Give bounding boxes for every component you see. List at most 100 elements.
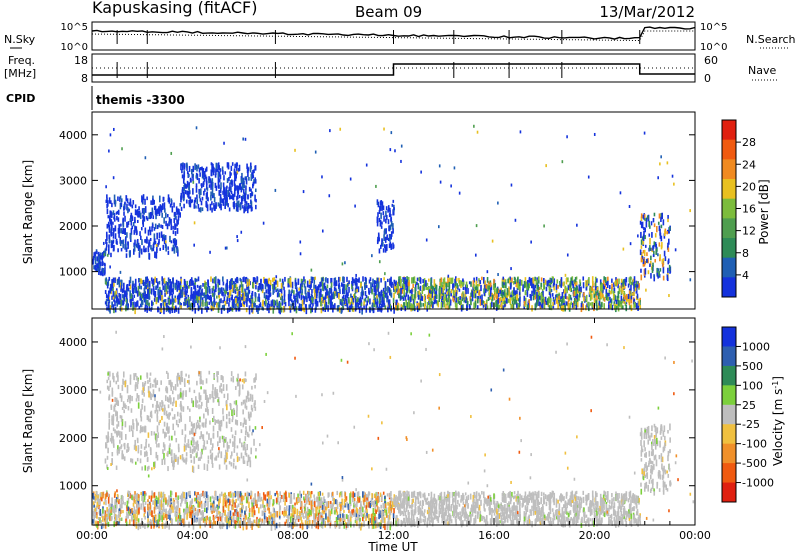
heatmap-cell bbox=[132, 301, 134, 306]
heatmap-cell bbox=[105, 442, 107, 449]
heatmap-cell bbox=[213, 203, 215, 210]
heatmap-cell bbox=[174, 384, 177, 391]
heatmap-cell bbox=[389, 210, 391, 217]
heatmap-cell bbox=[209, 178, 212, 183]
heatmap-cell-sparse bbox=[566, 253, 569, 257]
heatmap-cell bbox=[433, 291, 436, 295]
heatmap-cell bbox=[115, 410, 117, 417]
heatmap-cell bbox=[155, 506, 157, 510]
heatmap-cell bbox=[216, 376, 219, 383]
heatmap-cell bbox=[172, 277, 174, 285]
heatmap-cell bbox=[143, 296, 146, 303]
heatmap-cell bbox=[211, 292, 214, 297]
heatmap-cell bbox=[421, 296, 424, 302]
heatmap-cell bbox=[223, 441, 225, 448]
heatmap-cell bbox=[570, 301, 572, 305]
heatmap-cell bbox=[120, 279, 122, 283]
heatmap-cell bbox=[481, 294, 483, 301]
heatmap-cell bbox=[224, 439, 226, 443]
heatmap-cell bbox=[113, 375, 115, 383]
heatmap-cell bbox=[316, 300, 319, 307]
heatmap-cell bbox=[341, 517, 344, 521]
heatmap-cell bbox=[136, 241, 139, 249]
heatmap-cell bbox=[284, 276, 286, 282]
heatmap-cell-sparse bbox=[384, 272, 386, 276]
heatmap-cell bbox=[327, 520, 329, 526]
heatmap-cell-sparse bbox=[320, 289, 322, 293]
heatmap-cell-sparse bbox=[497, 201, 499, 205]
heatmap-cell bbox=[148, 443, 150, 448]
heatmap-cell bbox=[126, 492, 129, 498]
heatmap-cell bbox=[611, 304, 614, 311]
heatmap-cell bbox=[401, 295, 404, 299]
heatmap-cell bbox=[503, 278, 505, 283]
heatmap-cell bbox=[390, 276, 392, 283]
heatmap-cell bbox=[139, 410, 142, 418]
heatmap-cell bbox=[215, 456, 217, 461]
heatmap-cell bbox=[230, 195, 233, 200]
heatmap-cell bbox=[210, 162, 213, 166]
heatmap-cell bbox=[132, 430, 134, 438]
heatmap-cell bbox=[639, 300, 641, 306]
heatmap-cell bbox=[400, 282, 402, 288]
heatmap-cell bbox=[295, 306, 298, 314]
heatmap-cell bbox=[311, 289, 313, 294]
heatmap-cell bbox=[199, 300, 202, 307]
heatmap-cell bbox=[454, 286, 457, 293]
heatmap-cell bbox=[458, 277, 460, 284]
heatmap-cell bbox=[498, 304, 500, 310]
heatmap-cell bbox=[218, 300, 221, 308]
heatmap-cell bbox=[362, 276, 364, 282]
heatmap-cell bbox=[493, 288, 496, 293]
heatmap-cell bbox=[120, 279, 123, 287]
heatmap-cell bbox=[389, 207, 391, 212]
heatmap-cell bbox=[101, 267, 104, 272]
heatmap-cell bbox=[238, 384, 241, 389]
heatmap-cell bbox=[140, 227, 143, 231]
heatmap-cell bbox=[121, 419, 124, 426]
heatmap-cell bbox=[641, 236, 644, 240]
heatmap-cell bbox=[135, 288, 138, 294]
heatmap-cell bbox=[290, 282, 292, 288]
heatmap-cell bbox=[149, 391, 151, 396]
heatmap-cell bbox=[488, 285, 490, 292]
heatmap-cell bbox=[378, 248, 381, 254]
heatmap-cell bbox=[659, 228, 661, 236]
heatmap-cell bbox=[464, 299, 467, 304]
heatmap-cell bbox=[139, 212, 142, 219]
heatmap-cell bbox=[230, 191, 233, 195]
heatmap-cell bbox=[598, 300, 601, 306]
heatmap-cell bbox=[233, 301, 236, 305]
heatmap-cell-sparse bbox=[657, 253, 659, 257]
heatmap-cell bbox=[244, 371, 247, 377]
heatmap-cell bbox=[485, 299, 488, 306]
heatmap-cell bbox=[276, 302, 279, 307]
heatmap-cell bbox=[201, 166, 203, 171]
heatmap-cell bbox=[155, 285, 158, 290]
heatmap-cell bbox=[219, 174, 222, 180]
heatmap-cell bbox=[227, 189, 229, 194]
heatmap-cell bbox=[114, 429, 116, 434]
heatmap-cell bbox=[540, 297, 543, 303]
heatmap-cell bbox=[113, 218, 116, 222]
heatmap-cell bbox=[218, 298, 221, 303]
heatmap-cell bbox=[646, 215, 649, 220]
heatmap-cell bbox=[403, 288, 406, 295]
heatmap-cell bbox=[107, 521, 110, 527]
heatmap-cell bbox=[226, 393, 229, 401]
heatmap-cell bbox=[233, 191, 236, 197]
heatmap-cell bbox=[271, 299, 274, 303]
heatmap-cell bbox=[243, 291, 246, 299]
heatmap-cell bbox=[390, 282, 392, 288]
heatmap-cell bbox=[567, 277, 569, 283]
heatmap-cell bbox=[634, 287, 637, 292]
heatmap-cell bbox=[185, 199, 188, 204]
heatmap-cell bbox=[394, 287, 397, 294]
heatmap-cell bbox=[309, 303, 312, 308]
heatmap-cell bbox=[184, 423, 187, 430]
heatmap-cell bbox=[169, 501, 171, 506]
heatmap-cell bbox=[211, 458, 213, 464]
colorbar-segment bbox=[722, 257, 736, 278]
heatmap-cell bbox=[385, 294, 388, 299]
heatmap-cell bbox=[117, 375, 119, 382]
